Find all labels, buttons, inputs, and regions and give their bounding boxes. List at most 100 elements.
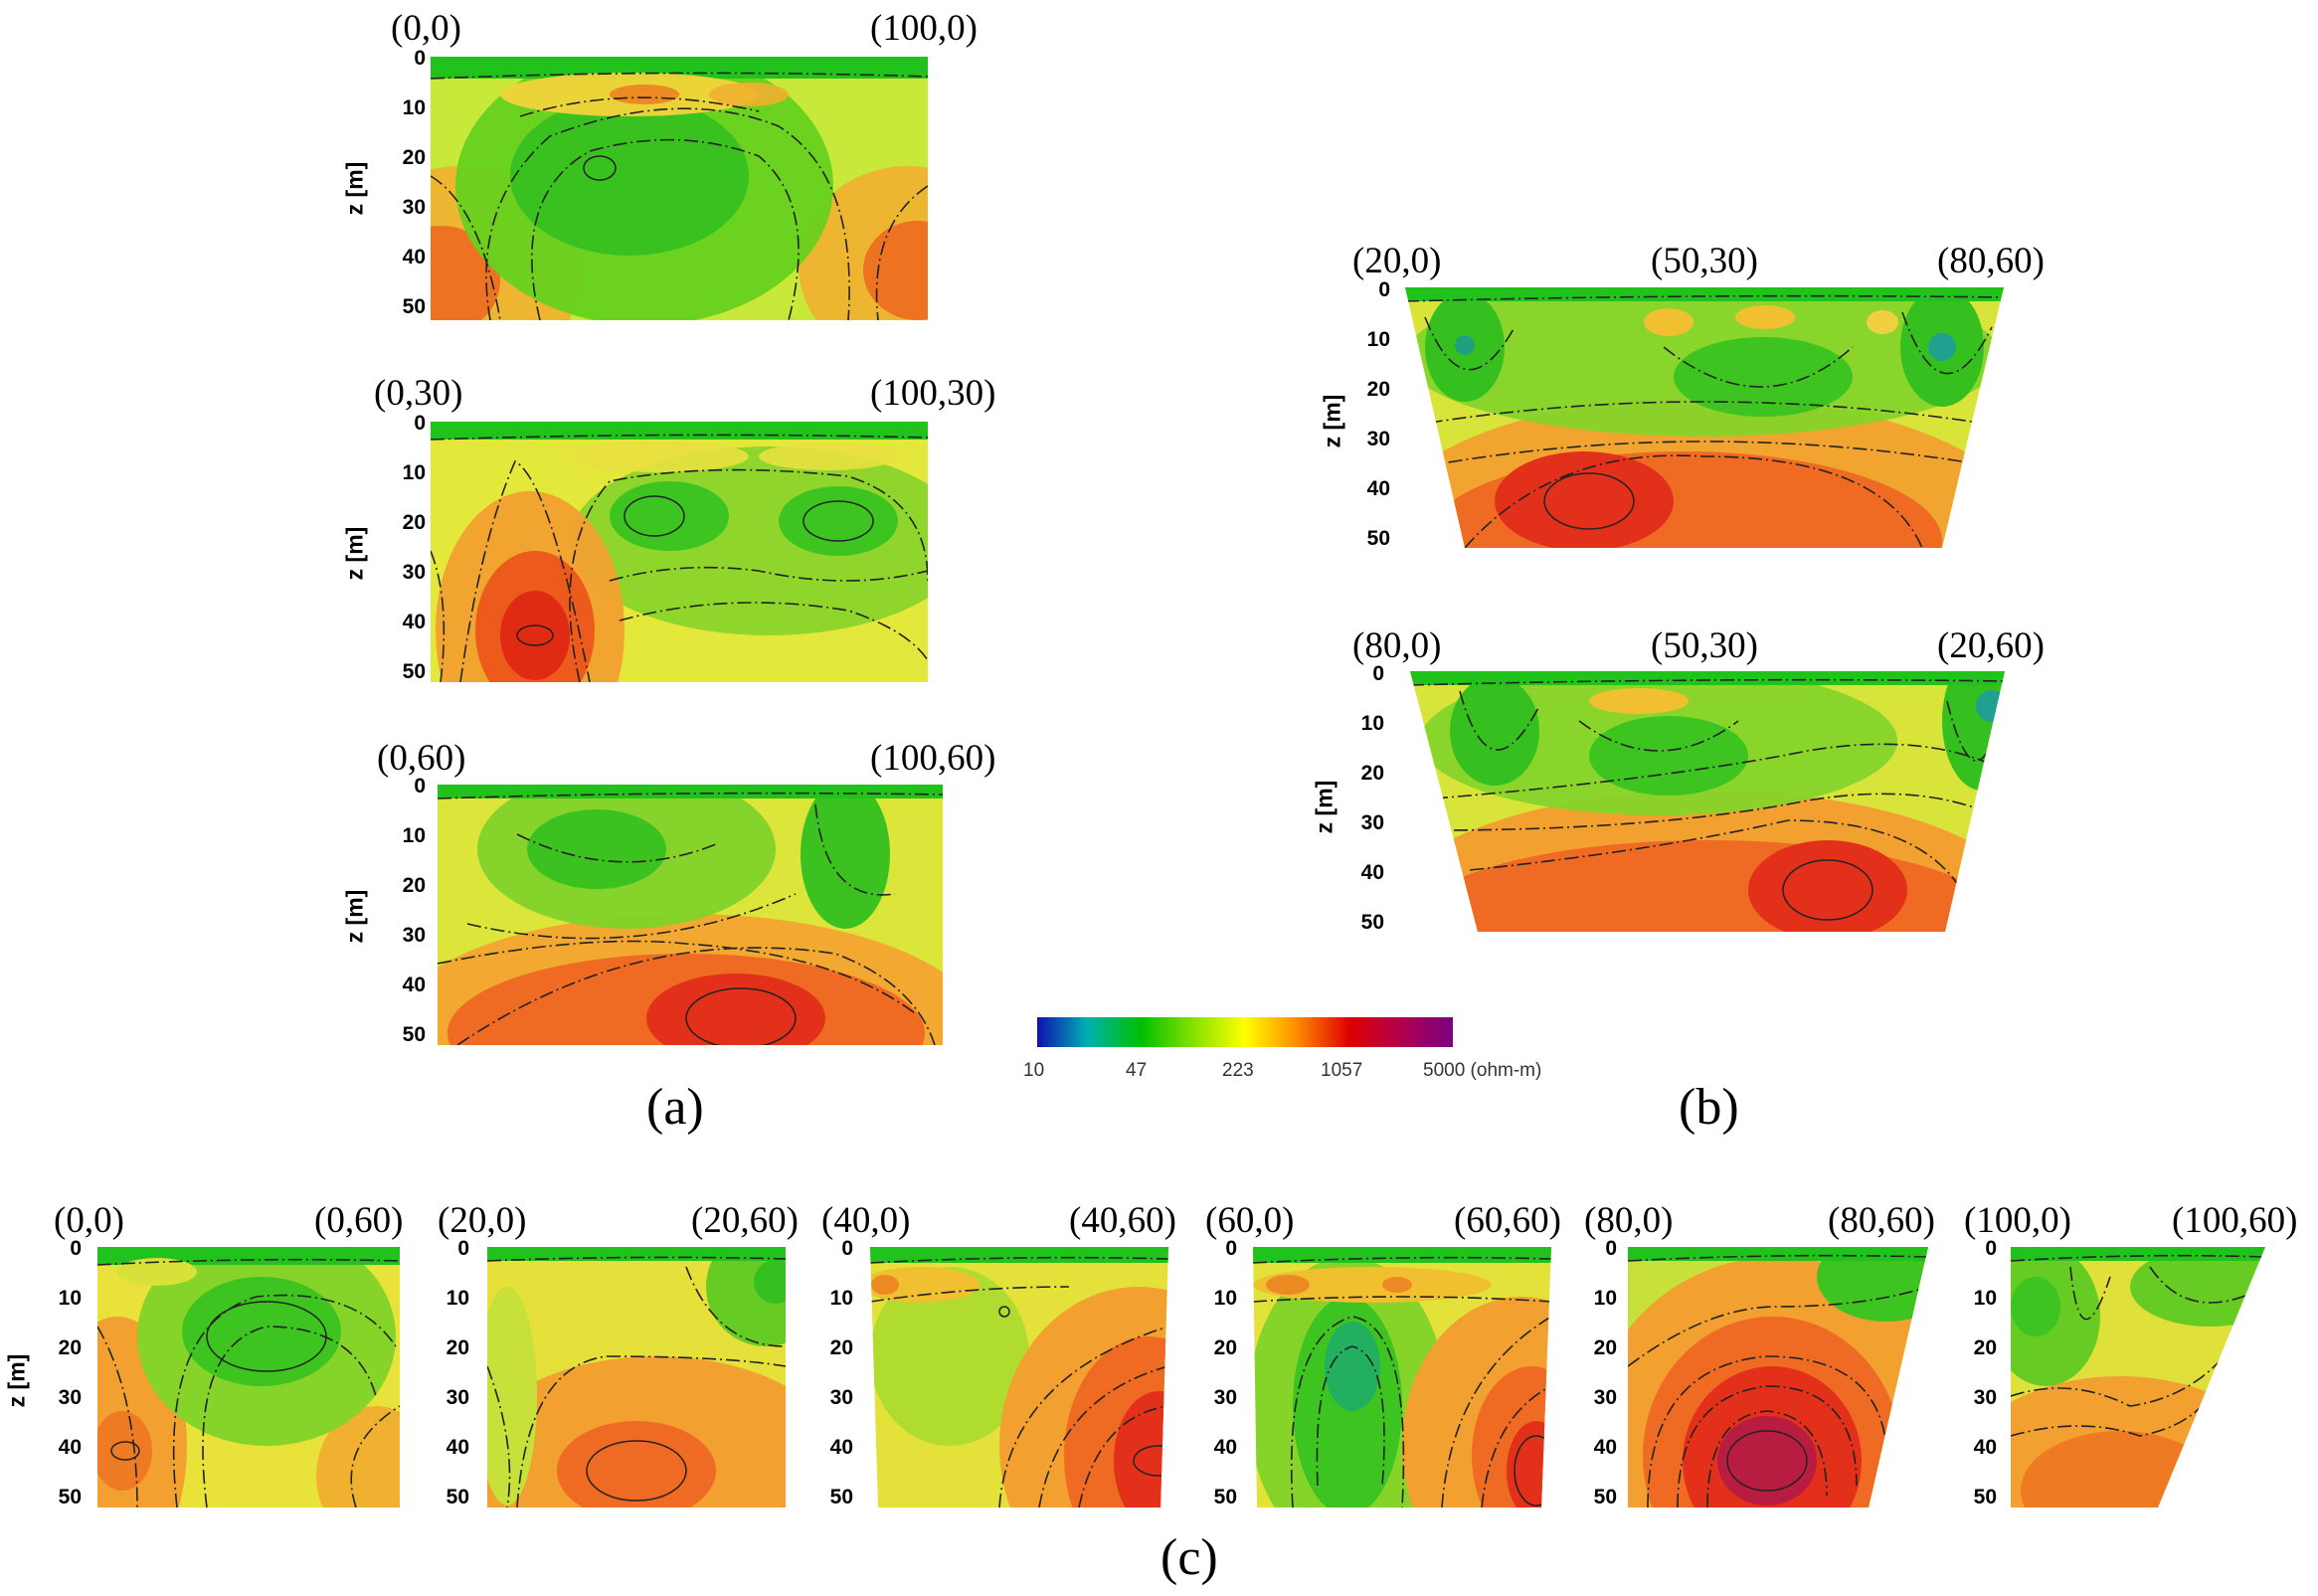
resistivity-section-c-6 bbox=[2011, 1247, 2265, 1507]
z-tick: 40 bbox=[446, 1436, 469, 1459]
z-tick: 30 bbox=[1366, 428, 1390, 450]
colorbar-tick: 223 bbox=[1222, 1060, 1254, 1081]
z-tick: 20 bbox=[1593, 1336, 1617, 1359]
z-tick: 40 bbox=[1360, 861, 1384, 884]
panel-a-2-right-label: (100,30) bbox=[870, 373, 996, 414]
z-tick: 10 bbox=[1213, 1287, 1237, 1310]
z-tick: 20 bbox=[402, 874, 426, 897]
caption-a: (a) bbox=[646, 1079, 704, 1136]
resistivity-section-c-4 bbox=[1253, 1247, 1551, 1507]
colorbar-gradient bbox=[1037, 1017, 1453, 1047]
z-tick: 50 bbox=[402, 660, 426, 683]
z-tick: 20 bbox=[829, 1336, 853, 1359]
panel-b-2-mid-label: (50,30) bbox=[1651, 625, 1758, 666]
panel-b-1-mid-label: (50,30) bbox=[1651, 241, 1758, 281]
z-tick: 10 bbox=[402, 96, 426, 119]
z-tick: 40 bbox=[1213, 1436, 1237, 1459]
z-tick: 0 bbox=[1372, 662, 1384, 685]
panel-c-5-right-label: (80,60) bbox=[1828, 1200, 1935, 1241]
z-tick: 20 bbox=[58, 1336, 82, 1359]
z-tick: 30 bbox=[829, 1386, 853, 1409]
resistivity-section-a-1 bbox=[431, 57, 928, 320]
panel-a-1-left-label: (0,0) bbox=[391, 8, 461, 49]
z-tick: 50 bbox=[1366, 527, 1390, 550]
z-tick: 0 bbox=[1378, 278, 1390, 301]
colorbar-tick: 47 bbox=[1126, 1060, 1148, 1081]
resistivity-section-a-3 bbox=[438, 785, 943, 1045]
panel-c-3-right-label: (40,60) bbox=[1069, 1200, 1176, 1241]
z-tick: 50 bbox=[1213, 1486, 1237, 1508]
z-tick: 0 bbox=[841, 1237, 853, 1260]
colorbar-tick: 1057 bbox=[1321, 1060, 1363, 1081]
panel-c-6-left-label: (100,0) bbox=[1964, 1200, 2071, 1241]
z-tick: 30 bbox=[446, 1386, 469, 1409]
z-tick: 0 bbox=[414, 47, 426, 70]
z-tick: 50 bbox=[1593, 1486, 1617, 1508]
z-axis-label: z [m] bbox=[341, 161, 368, 216]
z-tick: 20 bbox=[402, 511, 426, 534]
z-tick: 20 bbox=[446, 1336, 469, 1359]
panel-a-2-left-label: (0,30) bbox=[374, 373, 463, 414]
z-tick: 30 bbox=[58, 1386, 82, 1409]
z-tick: 40 bbox=[829, 1436, 853, 1459]
z-tick: 10 bbox=[402, 824, 426, 847]
z-tick: 0 bbox=[457, 1237, 469, 1260]
z-tick: 40 bbox=[402, 611, 426, 633]
z-tick: 40 bbox=[1593, 1436, 1617, 1459]
panel-c-2-right-label: (20,60) bbox=[691, 1200, 799, 1241]
panel-a-3-left-label: (0,60) bbox=[377, 738, 466, 779]
z-tick: 40 bbox=[402, 246, 426, 268]
z-tick: 50 bbox=[1973, 1486, 1997, 1508]
z-tick: 20 bbox=[1360, 762, 1384, 785]
z-tick: 20 bbox=[402, 146, 426, 169]
panel-a-1-right-label: (100,0) bbox=[870, 8, 978, 49]
panel-c-3-left-label: (40,0) bbox=[821, 1200, 911, 1241]
z-tick: 50 bbox=[58, 1486, 82, 1508]
resistivity-section-a-2 bbox=[431, 422, 928, 682]
panel-c-6-right-label: (100,60) bbox=[2172, 1200, 2298, 1241]
z-tick: 20 bbox=[1213, 1336, 1237, 1359]
z-tick: 40 bbox=[1973, 1436, 1997, 1459]
resistivity-section-b-2 bbox=[1410, 671, 2005, 932]
z-tick: 10 bbox=[829, 1287, 853, 1310]
colorbar-tick: 5000 (ohm-m) bbox=[1423, 1060, 1542, 1081]
z-tick: 50 bbox=[446, 1486, 469, 1508]
z-axis-label: z [m] bbox=[341, 526, 368, 581]
z-tick: 40 bbox=[58, 1436, 82, 1459]
panel-c-5-left-label: (80,0) bbox=[1584, 1200, 1674, 1241]
panel-c-1-right-label: (0,60) bbox=[314, 1200, 404, 1241]
panel-b-1-right-label: (80,60) bbox=[1937, 241, 2045, 281]
z-tick: 10 bbox=[402, 461, 426, 484]
z-tick: 30 bbox=[1973, 1386, 1997, 1409]
resistivity-section-c-1 bbox=[97, 1247, 400, 1507]
z-tick: 40 bbox=[402, 974, 426, 996]
z-tick: 0 bbox=[414, 412, 426, 435]
z-tick: 30 bbox=[1593, 1386, 1617, 1409]
z-tick: 40 bbox=[1366, 477, 1390, 500]
z-tick: 50 bbox=[1360, 911, 1384, 934]
z-tick: 0 bbox=[1985, 1237, 1997, 1260]
caption-b: (b) bbox=[1679, 1079, 1739, 1136]
z-tick: 10 bbox=[1360, 712, 1384, 735]
panel-c-4-left-label: (60,0) bbox=[1205, 1200, 1295, 1241]
z-axis-label: z [m] bbox=[341, 889, 368, 944]
resistivity-section-c-2 bbox=[487, 1247, 786, 1507]
z-tick: 50 bbox=[829, 1486, 853, 1508]
z-tick: 30 bbox=[402, 196, 426, 219]
z-tick: 20 bbox=[1973, 1336, 1997, 1359]
z-tick: 0 bbox=[1225, 1237, 1237, 1260]
caption-c: (c) bbox=[1160, 1529, 1218, 1586]
z-tick: 10 bbox=[1366, 328, 1390, 351]
z-tick: 20 bbox=[1366, 378, 1390, 401]
z-tick: 50 bbox=[402, 295, 426, 318]
z-axis-label: z [m] bbox=[1319, 394, 1345, 448]
panel-b-2-right-label: (20,60) bbox=[1937, 625, 2045, 666]
z-tick: 30 bbox=[402, 924, 426, 947]
resistivity-section-c-5 bbox=[1628, 1247, 1928, 1507]
panel-b-2-left-label: (80,0) bbox=[1352, 625, 1442, 666]
z-tick: 10 bbox=[446, 1287, 469, 1310]
z-tick: 30 bbox=[402, 561, 426, 584]
panel-b-1-left-label: (20,0) bbox=[1352, 241, 1442, 281]
z-tick: 10 bbox=[1973, 1287, 1997, 1310]
z-tick: 0 bbox=[1605, 1237, 1617, 1260]
